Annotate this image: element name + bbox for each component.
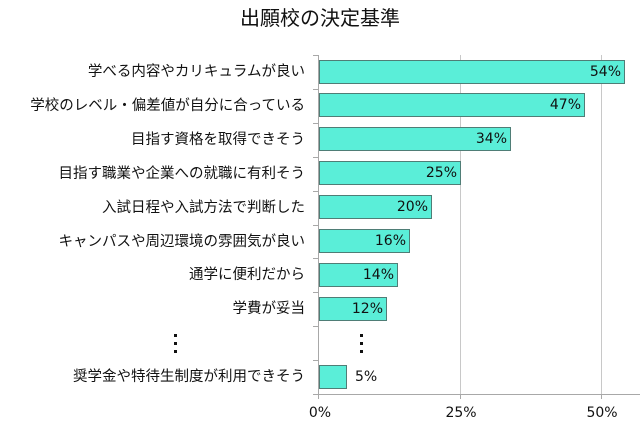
- x-tick-label-0: 0%: [308, 405, 332, 421]
- x-axis: [318, 394, 640, 395]
- bar: [319, 263, 398, 287]
- category-label: 通学に便利だから: [189, 267, 305, 283]
- category-label: 目指す職業や企業への就職に有利そう: [58, 166, 306, 182]
- value-label: 5%: [355, 369, 378, 385]
- x-tick-0: [318, 394, 319, 399]
- value-label: 14%: [362, 267, 394, 283]
- y-tick: [313, 157, 318, 158]
- category-label: 学べる内容やカリキュラムが良い: [87, 64, 305, 80]
- y-tick: [313, 258, 318, 259]
- y-tick: [313, 225, 318, 226]
- gridline-50: [601, 55, 602, 394]
- value-label: 34%: [475, 131, 507, 147]
- value-label: 12%: [351, 301, 383, 317]
- value-label: 47%: [549, 97, 581, 113]
- x-tick-25: [460, 394, 461, 399]
- x-tick-label-50: 50%: [586, 405, 618, 421]
- value-ellipsis: [360, 334, 364, 358]
- y-tick: [313, 394, 318, 395]
- bar: [319, 195, 432, 219]
- category-label: 奨学金や特待生制度が利用できそう: [73, 369, 305, 385]
- category-label: 学費が妥当: [232, 301, 306, 317]
- category-label: キャンパスや周辺環境の雰囲気が良い: [58, 234, 306, 250]
- value-label: 25%: [425, 165, 457, 181]
- y-tick: [313, 326, 318, 327]
- value-label: 16%: [374, 233, 406, 249]
- y-tick: [313, 191, 318, 192]
- bar: [319, 127, 511, 151]
- x-tick-50: [601, 394, 602, 399]
- value-label: 54%: [589, 64, 621, 80]
- category-ellipsis: [174, 334, 178, 358]
- bar: [319, 297, 387, 321]
- category-label: 入試日程や入試方法で判断した: [102, 200, 305, 216]
- y-tick: [313, 123, 318, 124]
- category-label: 学校のレベル・偏差値が自分に合っている: [30, 98, 305, 114]
- chart-title: 出願校の決定基準: [240, 6, 400, 30]
- y-tick: [313, 292, 318, 293]
- bar: [319, 93, 585, 117]
- category-label: 目指す資格を取得できそう: [131, 132, 305, 148]
- y-tick: [313, 360, 318, 361]
- bar: [319, 365, 347, 389]
- bar: [319, 161, 461, 185]
- bar: [319, 60, 625, 84]
- y-axis: [318, 55, 319, 395]
- bar: [319, 229, 410, 253]
- y-tick: [313, 89, 318, 90]
- y-tick: [313, 55, 318, 56]
- gridline-25: [460, 55, 461, 394]
- x-tick-label-25: 25%: [445, 405, 477, 421]
- value-label: 20%: [396, 199, 428, 215]
